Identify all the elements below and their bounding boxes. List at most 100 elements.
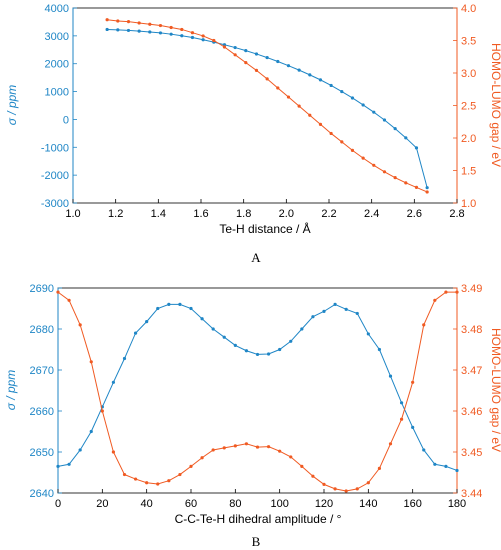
data-point-left: [244, 49, 248, 53]
data-point-right: [340, 140, 344, 144]
chart-b-y-right-label: HOMO-LUMO gap / eV: [489, 328, 501, 452]
data-point-right: [126, 20, 131, 24]
data-point-right: [265, 77, 269, 81]
data-point-right: [122, 472, 127, 477]
data-point-right: [355, 487, 359, 491]
series-line-left: [107, 28, 428, 188]
data-point-right: [145, 481, 149, 485]
data-point-right: [388, 442, 393, 446]
y-right-tick-label: 2.0: [461, 133, 476, 145]
data-point-right: [297, 104, 301, 108]
y-right-tick-label: 2.5: [461, 101, 476, 113]
chart-b-y-left-label: σ / ppm: [4, 370, 18, 411]
data-point-right: [366, 481, 370, 485]
x-tick-label: 20: [96, 498, 108, 510]
data-point-left: [382, 118, 387, 122]
data-point-right: [393, 176, 397, 180]
y-left-tick-label: 2670: [30, 365, 54, 377]
data-point-left: [265, 55, 269, 60]
y-left-tick-label: 3000: [45, 31, 69, 43]
data-point-right: [254, 68, 259, 72]
y-right-tick-label: 3.46: [461, 406, 482, 418]
data-point-right: [289, 455, 293, 459]
data-point-left: [297, 68, 301, 72]
series-line-right: [107, 19, 428, 193]
data-point-right: [133, 477, 138, 481]
data-point-right: [169, 25, 173, 30]
data-point-right: [189, 464, 193, 468]
data-point-left: [222, 335, 226, 339]
data-point-left: [145, 320, 149, 324]
data-point-right: [255, 445, 260, 449]
data-point-left: [180, 34, 184, 38]
data-point-right: [308, 113, 312, 117]
x-tick-label: 1.8: [236, 208, 251, 220]
data-point-right: [286, 95, 291, 99]
chart-a-y-left-label: σ / ppm: [5, 85, 19, 126]
data-point-left: [361, 103, 365, 107]
y-right-tick-label: 3.44: [461, 488, 482, 500]
data-point-right: [404, 181, 408, 185]
x-tick-label: 1.6: [193, 208, 208, 220]
data-point-right: [212, 38, 216, 43]
x-tick-label: 160: [403, 498, 421, 510]
data-point-right: [455, 290, 459, 294]
data-point-right: [178, 472, 182, 477]
data-point-left: [308, 73, 312, 77]
data-point-left: [322, 309, 326, 313]
data-point-right: [411, 380, 415, 384]
data-point-left: [67, 462, 71, 466]
chart-b-panel-label: B: [252, 534, 261, 549]
y-right-tick-label: 3.47: [461, 365, 482, 377]
data-point-right: [414, 185, 419, 189]
data-point-right: [137, 21, 141, 25]
chart-a-panel-label: A: [251, 250, 261, 265]
chart-b-x-axis-label: C-C-Te-H dihedral amplitude / °: [175, 512, 342, 526]
data-point-left: [377, 347, 382, 352]
data-point-left: [122, 356, 127, 361]
data-point-left: [393, 127, 397, 131]
data-point-right: [167, 479, 171, 483]
data-point-left: [178, 302, 182, 306]
data-point-left: [329, 83, 333, 88]
y-right-tick-label: 4.0: [461, 3, 476, 15]
data-point-left: [455, 468, 459, 473]
data-point-left: [422, 448, 426, 452]
data-point-left: [411, 425, 415, 429]
x-tick-label: 1.4: [151, 208, 166, 220]
x-tick-label: 180: [448, 498, 466, 510]
data-point-left: [190, 35, 195, 40]
data-point-left: [148, 30, 152, 34]
y-left-tick-label: 2690: [30, 283, 54, 295]
x-tick-label: 80: [229, 498, 241, 510]
data-point-right: [158, 23, 163, 28]
data-point-right: [116, 19, 120, 23]
data-point-right: [318, 122, 323, 126]
data-point-left: [276, 59, 280, 64]
data-point-left: [56, 464, 60, 468]
data-point-left: [167, 302, 171, 306]
data-point-right: [372, 163, 376, 167]
data-point-left: [244, 349, 249, 353]
data-point-left: [233, 45, 237, 50]
y-left-tick-label: 2640: [30, 488, 54, 500]
data-point-left: [189, 306, 193, 311]
data-point-right: [233, 444, 237, 448]
data-point-right: [244, 61, 248, 65]
data-point-left: [158, 31, 163, 35]
data-point-right: [148, 22, 152, 26]
data-point-right: [266, 445, 271, 449]
chart-b: 0 20 40 60 80 100 120 140 160 180 2640 2650 2660 267…: [4, 283, 501, 549]
chart-a-plot-frame: [72, 7, 458, 204]
data-point-left: [311, 315, 315, 319]
data-point-left: [89, 429, 93, 434]
data-point-left: [318, 78, 323, 82]
data-point-left: [388, 374, 393, 378]
data-point-left: [211, 327, 215, 331]
data-point-left: [222, 43, 227, 47]
y-left-tick-label: 4000: [45, 3, 69, 15]
data-point-right: [425, 190, 429, 194]
data-point-right: [333, 487, 337, 491]
data-point-left: [278, 347, 282, 352]
data-point-right: [382, 170, 387, 174]
